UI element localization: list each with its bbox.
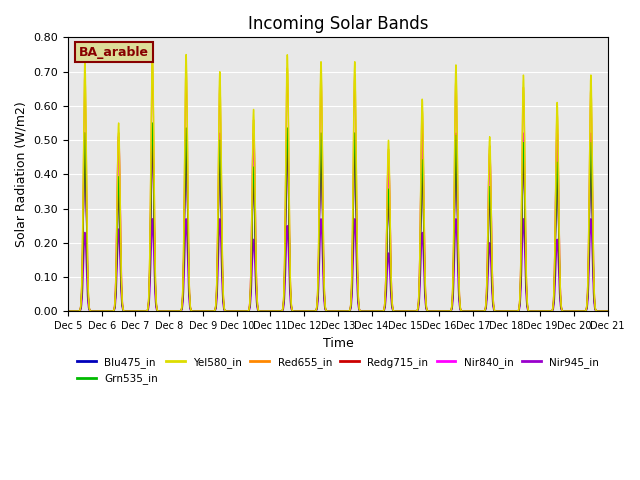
Red655_in [407, 309, 415, 314]
Legend: Blu475_in, Grn535_in, Yel580_in, Red655_in, Redg715_in, Nir840_in, Nir945_in: Blu475_in, Grn535_in, Yel580_in, Red655_… [73, 353, 603, 388]
Redg715_in [175, 309, 182, 314]
Nir840_in [407, 309, 415, 314]
Yel580_in [407, 309, 415, 314]
Red655_in [604, 309, 612, 314]
Red655_in [175, 309, 182, 314]
Nir945_in [587, 216, 595, 222]
Grn535_in [175, 309, 182, 314]
Blu475_in [148, 137, 156, 143]
Nir840_in [81, 131, 89, 136]
Yel580_in [598, 309, 605, 314]
Nir840_in [455, 270, 463, 276]
Yel580_in [604, 309, 612, 314]
Nir945_in [522, 264, 529, 270]
Nir840_in [522, 234, 529, 240]
X-axis label: Time: Time [323, 336, 353, 349]
Blu475_in [522, 244, 529, 250]
Grn535_in [604, 309, 612, 314]
Line: Blu475_in: Blu475_in [68, 140, 608, 312]
Redg715_in [489, 298, 497, 304]
Nir945_in [604, 309, 612, 314]
Nir945_in [598, 309, 605, 314]
Blu475_in [489, 299, 497, 304]
Grn535_in [64, 309, 72, 314]
Grn535_in [489, 298, 497, 303]
Redg715_in [598, 309, 605, 314]
Line: Grn535_in: Grn535_in [68, 123, 608, 312]
Redg715_in [604, 309, 612, 314]
Grn535_in [598, 309, 605, 314]
Nir840_in [604, 309, 612, 314]
Redg715_in [455, 273, 463, 278]
Nir945_in [407, 309, 415, 314]
Yel580_in [522, 209, 529, 215]
Blu475_in [604, 309, 612, 314]
Red655_in [598, 309, 605, 314]
Blu475_in [598, 309, 605, 314]
Nir945_in [175, 309, 182, 314]
Red655_in [455, 258, 463, 264]
Blu475_in [64, 309, 72, 314]
Nir840_in [598, 309, 605, 314]
Redg715_in [407, 309, 415, 314]
Blu475_in [407, 309, 415, 314]
Nir840_in [175, 309, 182, 314]
Red655_in [522, 215, 529, 220]
Nir945_in [64, 309, 72, 314]
Yel580_in [489, 293, 497, 299]
Nir840_in [489, 295, 497, 300]
Yel580_in [64, 309, 72, 314]
Title: Incoming Solar Bands: Incoming Solar Bands [248, 15, 428, 33]
Nir945_in [489, 301, 497, 307]
Grn535_in [522, 238, 529, 243]
Grn535_in [148, 120, 156, 126]
Blu475_in [455, 274, 463, 280]
Line: Red655_in: Red655_in [68, 61, 608, 312]
Red655_in [64, 309, 72, 314]
Nir945_in [454, 284, 462, 290]
Yel580_in [175, 309, 182, 314]
Grn535_in [455, 270, 463, 276]
Line: Yel580_in: Yel580_in [68, 48, 608, 312]
Redg715_in [64, 309, 72, 314]
Yel580_in [148, 45, 156, 50]
Blu475_in [175, 309, 182, 314]
Grn535_in [407, 309, 415, 314]
Red655_in [489, 294, 497, 300]
Line: Nir840_in: Nir840_in [68, 133, 608, 312]
Redg715_in [522, 241, 529, 247]
Text: BA_arable: BA_arable [79, 46, 149, 59]
Redg715_in [148, 131, 156, 136]
Yel580_in [455, 255, 463, 261]
Nir840_in [64, 309, 72, 314]
Line: Nir945_in: Nir945_in [68, 219, 608, 312]
Red655_in [148, 59, 156, 64]
Y-axis label: Solar Radiation (W/m2): Solar Radiation (W/m2) [15, 101, 28, 247]
Line: Redg715_in: Redg715_in [68, 133, 608, 312]
